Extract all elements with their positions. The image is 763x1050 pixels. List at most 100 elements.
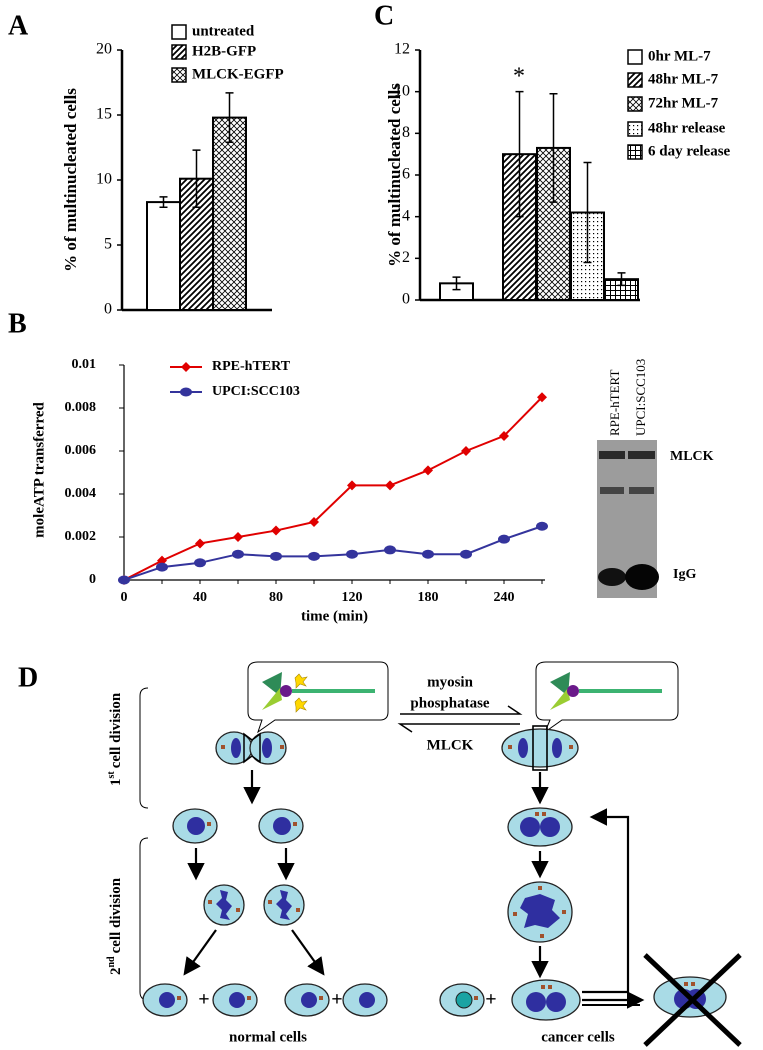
error-bar <box>192 149 201 209</box>
y-tick-label: 4 <box>402 207 410 224</box>
marker <box>118 575 130 585</box>
marker <box>156 562 168 572</box>
y-tick-label: 0.002 <box>65 529 97 544</box>
arrow <box>582 808 630 994</box>
centrosome <box>541 985 545 989</box>
centrosome <box>691 982 695 986</box>
annotation: * <box>513 64 525 90</box>
nucleus <box>552 738 562 758</box>
caption: normal cells <box>229 1029 307 1045</box>
y-axis-label: % of multinucleated cells <box>61 88 80 272</box>
myosin-head <box>550 688 570 710</box>
centrosome <box>542 812 546 816</box>
legend-marker <box>180 387 192 397</box>
marker <box>498 534 510 544</box>
cross-out <box>643 953 742 1047</box>
nucleus <box>187 817 205 835</box>
panel-label: B <box>8 308 27 339</box>
contractile-ring <box>532 725 548 771</box>
centrosome <box>513 912 517 916</box>
legend-label: UPCI:SCC103 <box>212 384 300 399</box>
myosin-head <box>262 688 282 710</box>
x-tick-label: 0 <box>121 590 128 605</box>
bracket <box>139 837 149 1001</box>
phosphate <box>294 697 308 713</box>
bubble <box>247 661 389 734</box>
legend-swatch <box>627 121 643 137</box>
band <box>629 487 654 494</box>
centrosome <box>684 982 688 986</box>
legend-label: MLCK-EGFP <box>192 66 284 82</box>
nucleus <box>546 992 566 1012</box>
legend-label: 48hr release <box>648 120 726 136</box>
nucleus <box>262 738 272 758</box>
lane-label: RPE-hTERT <box>607 370 622 436</box>
centrosome <box>208 900 212 904</box>
error-bar <box>225 92 234 144</box>
marker <box>384 545 396 555</box>
panel-label: D <box>18 662 38 693</box>
x-tick-label: 80 <box>269 590 283 605</box>
legend-swatch <box>627 72 643 88</box>
nucleus <box>526 992 546 1012</box>
legend-label: 0hr ML-7 <box>648 48 711 64</box>
x-tick-label: 120 <box>342 590 363 605</box>
legend-label: 72hr ML-7 <box>648 95 719 111</box>
panel-label: A <box>8 10 29 41</box>
marker <box>422 549 434 559</box>
arrow <box>183 929 217 976</box>
nucleus <box>359 992 375 1008</box>
cell <box>501 728 579 768</box>
arrow <box>397 723 520 733</box>
centrosome <box>569 745 573 749</box>
band <box>628 451 655 459</box>
band <box>599 451 625 459</box>
error-bar <box>452 276 461 291</box>
bar <box>212 116 247 311</box>
myosin-head <box>550 672 570 696</box>
marker <box>461 446 471 456</box>
phosphate <box>294 673 308 689</box>
band-label: MLCK <box>670 449 714 464</box>
plus: + <box>198 989 209 1011</box>
division-label: 2ndcell division <box>106 877 124 975</box>
y-tick-label: 10 <box>96 171 112 188</box>
marker <box>195 538 205 549</box>
caption: cancer cells <box>541 1029 615 1045</box>
nucleus <box>159 992 175 1008</box>
nucleus <box>231 738 241 758</box>
centrosome <box>538 886 542 890</box>
legend-label: 6 day release <box>648 143 731 159</box>
marker <box>194 558 206 568</box>
band-label: IgG <box>673 567 696 582</box>
centrosome <box>177 996 181 1000</box>
y-axis-label: % of multinucleated cells <box>385 83 404 267</box>
chart: C % of multinucleated cells 0 2 4 6 8 10 12 0hr M… <box>374 0 731 307</box>
panel-label: C <box>374 0 394 31</box>
arrow <box>400 705 523 715</box>
centrosome <box>280 745 284 749</box>
bar <box>146 201 181 312</box>
error-bar <box>617 272 626 287</box>
legend-swatch <box>627 96 643 112</box>
band <box>600 487 624 494</box>
y-tick-label: 15 <box>96 106 112 123</box>
legend-marker <box>181 362 191 372</box>
marker <box>308 551 320 561</box>
legend-label: untreated <box>192 23 255 39</box>
series-line <box>123 525 543 581</box>
centrosome <box>247 996 251 1000</box>
legend-swatch <box>627 144 643 160</box>
contractile-ring <box>243 732 261 764</box>
chromosomes <box>520 894 560 928</box>
centrosome <box>207 822 211 826</box>
legend-swatch <box>171 44 187 60</box>
x-tick-label: 240 <box>494 590 515 605</box>
y-axis-label: moleATP transferred <box>31 402 47 538</box>
legend-swatch <box>627 49 643 65</box>
y-tick-label: 2 <box>402 249 410 266</box>
arrow-label: MLCK <box>427 737 474 753</box>
marker <box>423 465 433 476</box>
centrosome <box>268 900 272 904</box>
light-chain <box>567 685 579 697</box>
